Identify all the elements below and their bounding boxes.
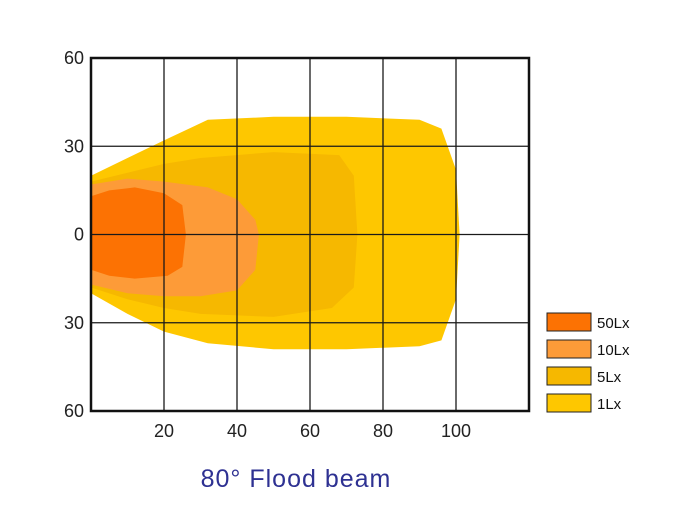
legend-label: 5Lx bbox=[597, 369, 622, 386]
x-tick-label: 40 bbox=[227, 421, 247, 441]
legend-swatch bbox=[546, 312, 592, 332]
x-tick-label: 100 bbox=[441, 421, 471, 441]
grid-lines bbox=[91, 57, 529, 412]
y-axis-ticks: 60 30 0 30 60 bbox=[64, 48, 84, 421]
legend-swatch bbox=[546, 339, 592, 359]
legend-swatch bbox=[546, 393, 592, 413]
zone-50lx bbox=[91, 187, 186, 279]
x-tick-label: 60 bbox=[300, 421, 320, 441]
chart-title: 80° Flood beam bbox=[201, 465, 392, 493]
legend: 50Lx 10Lx 5Lx 1Lx bbox=[546, 312, 630, 413]
y-tick-label: 30 bbox=[64, 136, 84, 156]
plot-frame bbox=[89, 56, 531, 413]
x-tick-label: 20 bbox=[154, 421, 174, 441]
x-axis-ticks: 20 40 60 80 100 bbox=[154, 421, 471, 441]
legend-label: 50Lx bbox=[597, 315, 630, 332]
x-tick-label: 80 bbox=[373, 421, 393, 441]
y-tick-label: 60 bbox=[64, 401, 84, 421]
y-tick-label: 0 bbox=[74, 225, 84, 245]
y-tick-label: 60 bbox=[64, 48, 84, 68]
legend-label: 10Lx bbox=[597, 342, 630, 359]
y-tick-label: 30 bbox=[64, 313, 84, 333]
legend-label: 1Lx bbox=[597, 396, 622, 413]
legend-swatch bbox=[546, 366, 592, 386]
light-zones bbox=[91, 116, 460, 350]
